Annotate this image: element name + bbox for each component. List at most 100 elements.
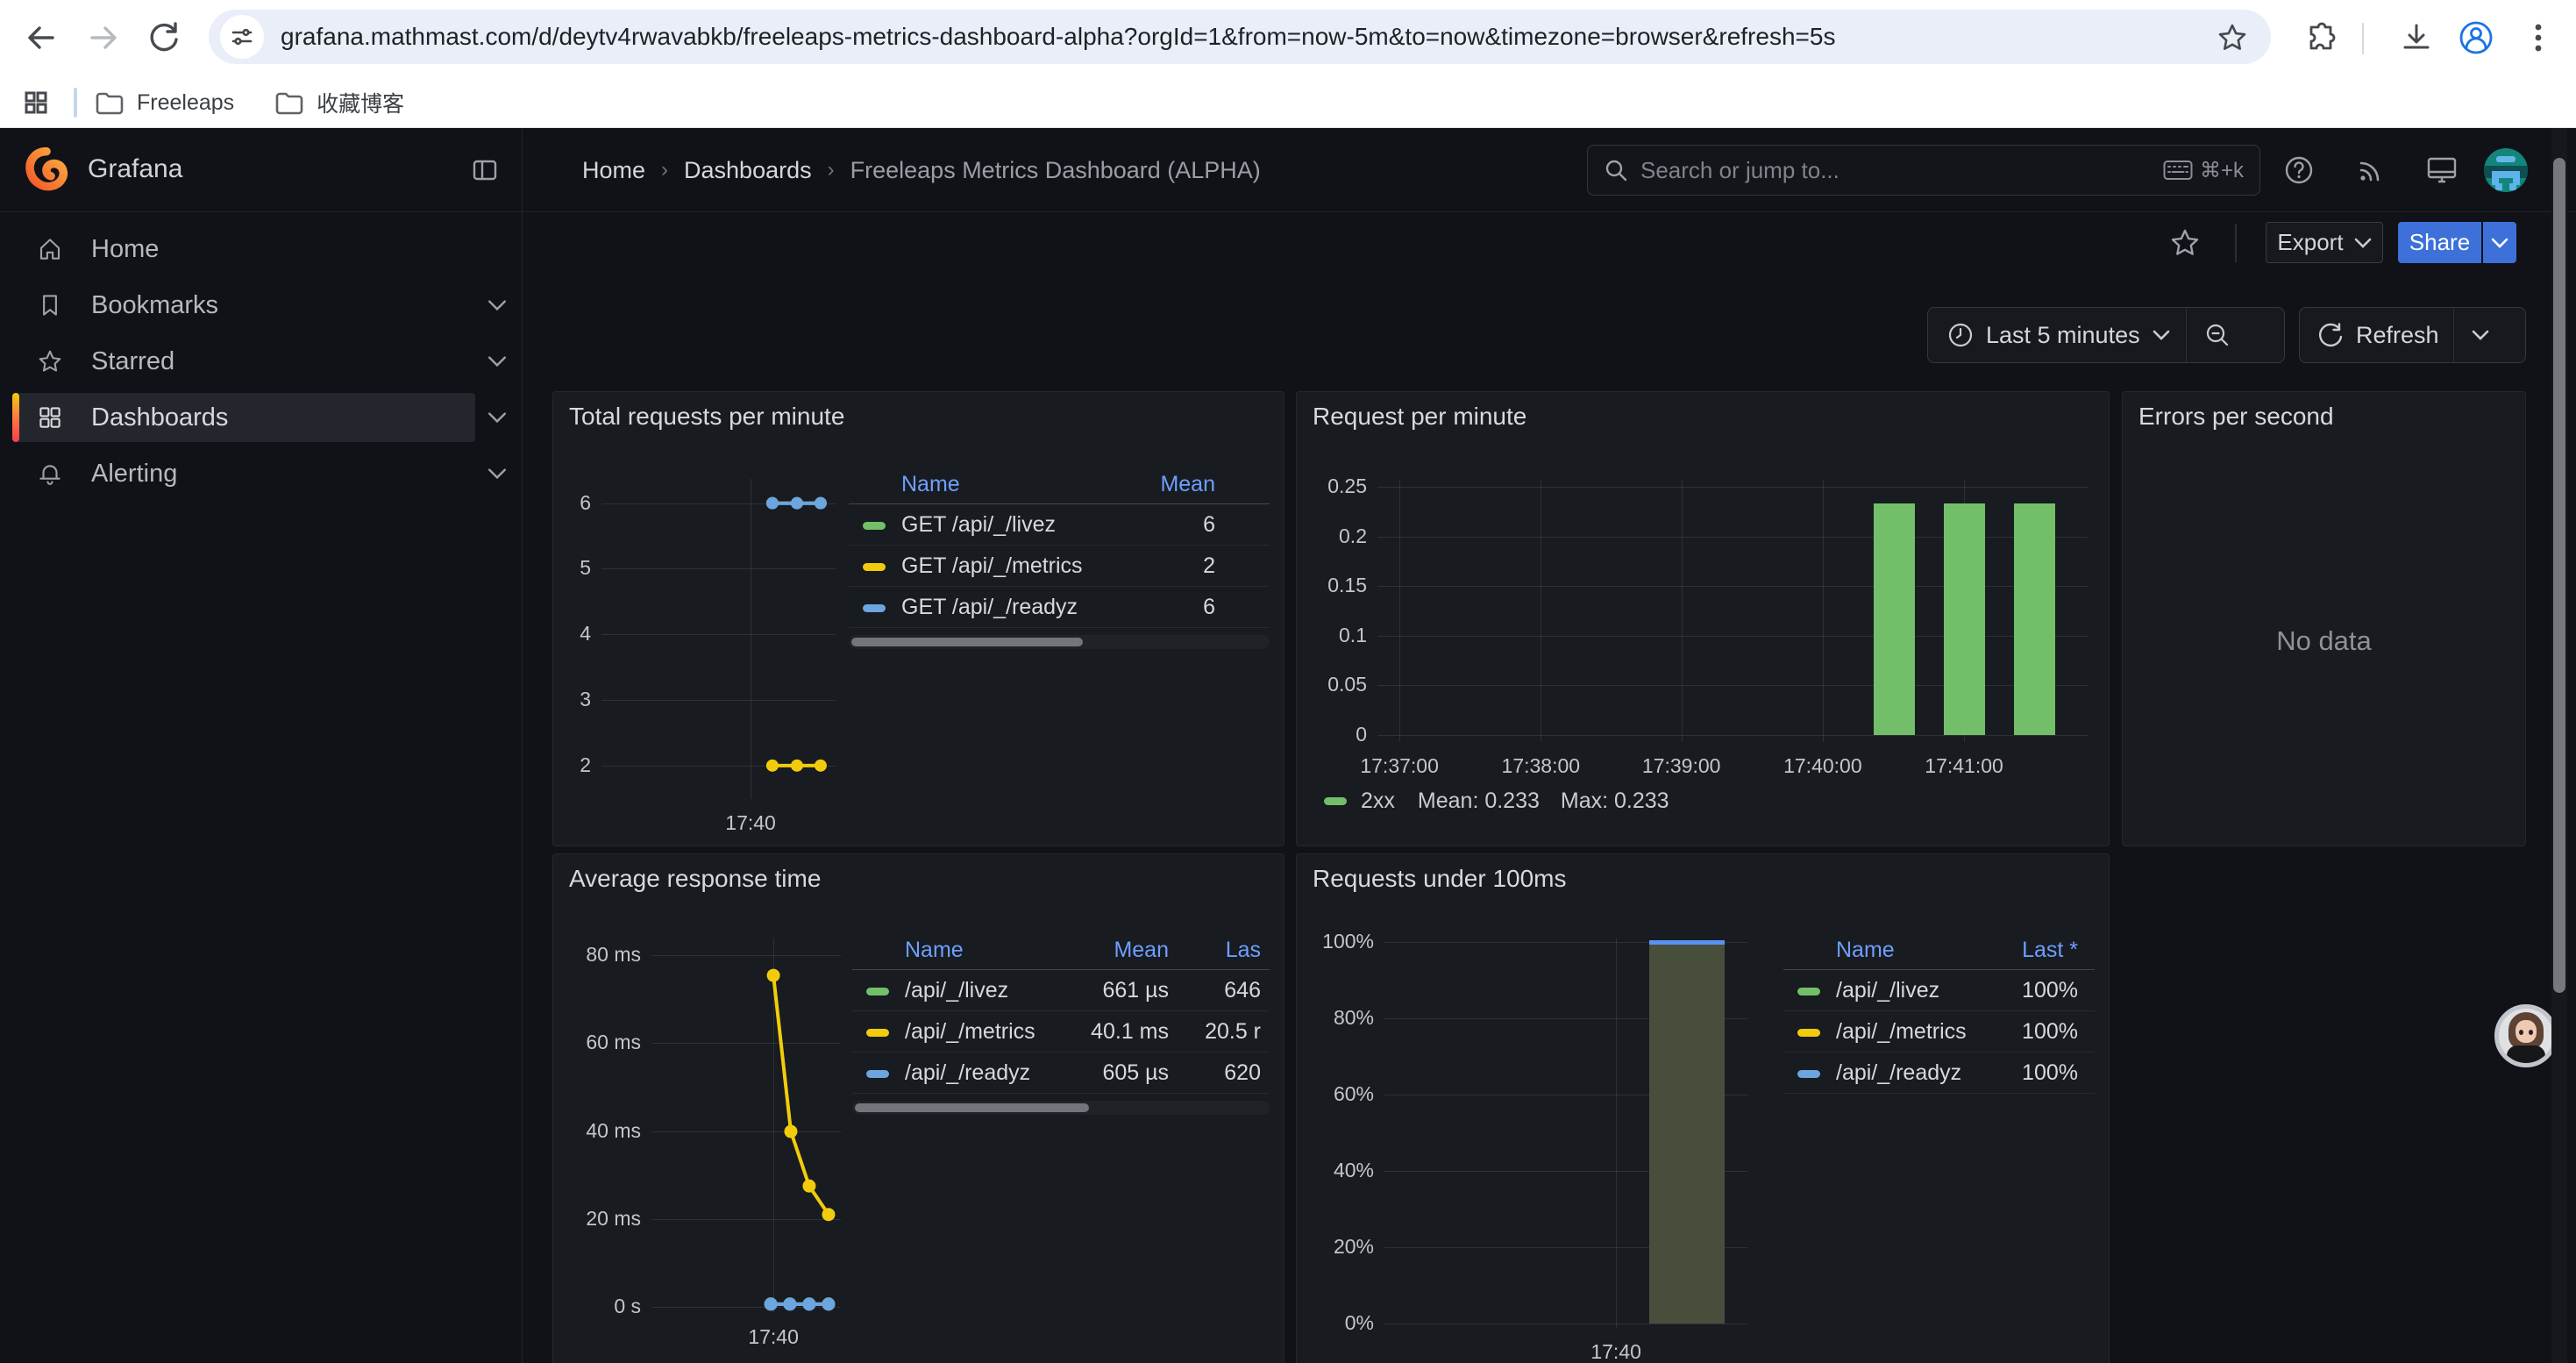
legend-column-0[interactable]: Mean (1160, 472, 1215, 496)
line-series-/api/_/metrics[interactable] (651, 938, 841, 1313)
panel-title[interactable]: Request per minute (1313, 403, 1527, 430)
legend-hscrollbar[interactable] (849, 635, 1270, 649)
news-rss-icon[interactable] (2355, 154, 2387, 186)
grafana-logo-icon[interactable] (23, 146, 70, 194)
series-name[interactable]: /api/_/metrics (1836, 1018, 1967, 1044)
series-swatch[interactable] (863, 603, 886, 612)
series-value: 620 (1224, 1060, 1261, 1085)
zoom-out-time-button[interactable] (2185, 308, 2249, 362)
apps-grid-icon[interactable] (19, 86, 53, 119)
line-series-GET /api/_/readyz[interactable] (601, 479, 836, 799)
downloads-icon[interactable] (2396, 18, 2437, 58)
legend-column-name[interactable]: Name (905, 938, 964, 962)
profile-icon[interactable] (2456, 18, 2496, 58)
series-swatch[interactable] (1797, 987, 1820, 995)
bookmark-folder[interactable]: 收藏博客 (274, 87, 404, 118)
time-range-picker[interactable]: Last 5 minutes (1928, 308, 2186, 362)
line-series-/api/_/readyz[interactable] (651, 938, 841, 1313)
scrollbar-thumb[interactable] (2553, 158, 2565, 993)
sidebar-toggle-icon[interactable] (471, 156, 499, 184)
address-bar[interactable] (209, 10, 2271, 64)
series-swatch[interactable] (866, 1069, 889, 1078)
page-scrollbar[interactable] (2551, 128, 2567, 1363)
sidebar-item-starred[interactable]: Starred (12, 337, 507, 386)
site-info-icon[interactable] (220, 15, 264, 59)
sidebar-item-bookmarks[interactable]: Bookmarks (12, 281, 507, 330)
chevron-down-icon[interactable] (487, 467, 507, 480)
sidebar-item-home[interactable]: Home (12, 225, 475, 274)
chevron-down-icon[interactable] (487, 355, 507, 368)
favorite-dashboard-star-icon[interactable] (2169, 227, 2201, 259)
sidebar-item-alerting[interactable]: Alerting (12, 449, 507, 498)
series-name[interactable]: GET /api/_/metrics (901, 553, 1083, 578)
series-swatch[interactable] (863, 562, 886, 571)
series-name[interactable]: GET /api/_/livez (901, 511, 1057, 537)
bar-2xx[interactable] (1944, 503, 1986, 736)
series-swatch[interactable] (1324, 797, 1347, 805)
series-swatch[interactable] (1797, 1069, 1820, 1078)
legend-hscrollbar[interactable] (852, 1101, 1270, 1115)
share-menu-caret[interactable] (2481, 222, 2516, 263)
series-swatch[interactable] (1797, 1028, 1820, 1037)
panel-title[interactable]: Errors per second (2138, 403, 2334, 430)
breadcrumb-item[interactable]: Home (582, 156, 646, 183)
area-bar-/api/_/readyz[interactable] (1648, 941, 1725, 1324)
panel-title[interactable]: Average response time (569, 865, 822, 892)
refresh-interval-caret[interactable] (2452, 308, 2508, 362)
series-name[interactable]: /api/_/livez (1836, 977, 1940, 1003)
bookmark-page-star-icon[interactable] (2215, 20, 2250, 55)
chevron-down-icon[interactable] (487, 299, 507, 311)
legend-column-1[interactable]: Las (1225, 938, 1261, 962)
gridline-v (1822, 480, 1824, 742)
bookmark-folder[interactable]: Freeleaps (95, 89, 234, 116)
forward-icon[interactable] (83, 18, 124, 58)
help-icon[interactable] (2283, 154, 2315, 186)
search-icon (1605, 160, 1627, 182)
share-button-group: Share (2398, 222, 2516, 263)
panel-request-per-minute: Request per minute 0 0.05 0.1 0.15 0.2 0.25 17… (1296, 391, 2110, 846)
series-swatch[interactable] (866, 1028, 889, 1037)
series-name[interactable]: /api/_/readyz (905, 1060, 1031, 1085)
user-avatar[interactable] (2484, 148, 2528, 192)
panel-title[interactable]: Requests under 100ms (1313, 865, 1567, 892)
bar-2xx[interactable] (2013, 503, 2055, 736)
browser-toolbar (0, 0, 2576, 77)
floating-assistant-avatar[interactable] (2494, 1004, 2558, 1067)
legend-column-name[interactable]: Name (901, 472, 960, 496)
export-button[interactable]: Export (2266, 222, 2383, 263)
chevron-down-icon[interactable] (487, 411, 507, 424)
series-name[interactable]: 2xx (1361, 789, 1395, 813)
browser-menu-icon[interactable] (2518, 18, 2558, 58)
series-name[interactable]: /api/_/readyz (1836, 1060, 1962, 1085)
bar-2xx[interactable] (1874, 503, 1916, 736)
extensions-icon[interactable] (2302, 18, 2343, 58)
gridline-h (601, 700, 836, 702)
panel-title[interactable]: Total requests per minute (569, 403, 845, 430)
refresh-button[interactable]: Refresh (2300, 308, 2453, 362)
legend-hscroll-thumb[interactable] (851, 638, 1083, 646)
reload-icon[interactable] (144, 18, 184, 58)
sidebar-item-dashboards[interactable]: Dashboards (12, 393, 507, 442)
series-swatch[interactable] (863, 521, 886, 530)
series-value: 2 (1203, 553, 1215, 578)
monitor-icon[interactable] (2425, 154, 2457, 186)
y-tick-label: 0 s (614, 1294, 641, 1317)
back-icon[interactable] (21, 18, 61, 58)
legend-column-0[interactable]: Last * (2022, 938, 2078, 962)
search-box[interactable]: ⌘+k (1587, 145, 2260, 196)
series-swatch[interactable] (866, 987, 889, 995)
y-tick-label: 5 (580, 556, 591, 580)
legend-column-name[interactable]: Name (1836, 938, 1895, 962)
panel-errors-per-second: Errors per second No data (2122, 391, 2526, 846)
series-max: Max: 0.233 (1560, 789, 1669, 813)
series-name[interactable]: /api/_/livez (905, 977, 1009, 1003)
line-series-GET /api/_/metrics[interactable] (601, 479, 836, 799)
legend-hscroll-thumb[interactable] (855, 1103, 1089, 1112)
url-input[interactable] (281, 10, 2192, 64)
breadcrumb-item[interactable]: Dashboards (684, 156, 812, 183)
legend-column-0[interactable]: Mean (1114, 938, 1169, 962)
series-name[interactable]: GET /api/_/readyz (901, 594, 1078, 619)
search-input[interactable] (1640, 156, 2163, 184)
share-button[interactable]: Share (2398, 222, 2481, 263)
series-name[interactable]: /api/_/metrics (905, 1018, 1035, 1044)
